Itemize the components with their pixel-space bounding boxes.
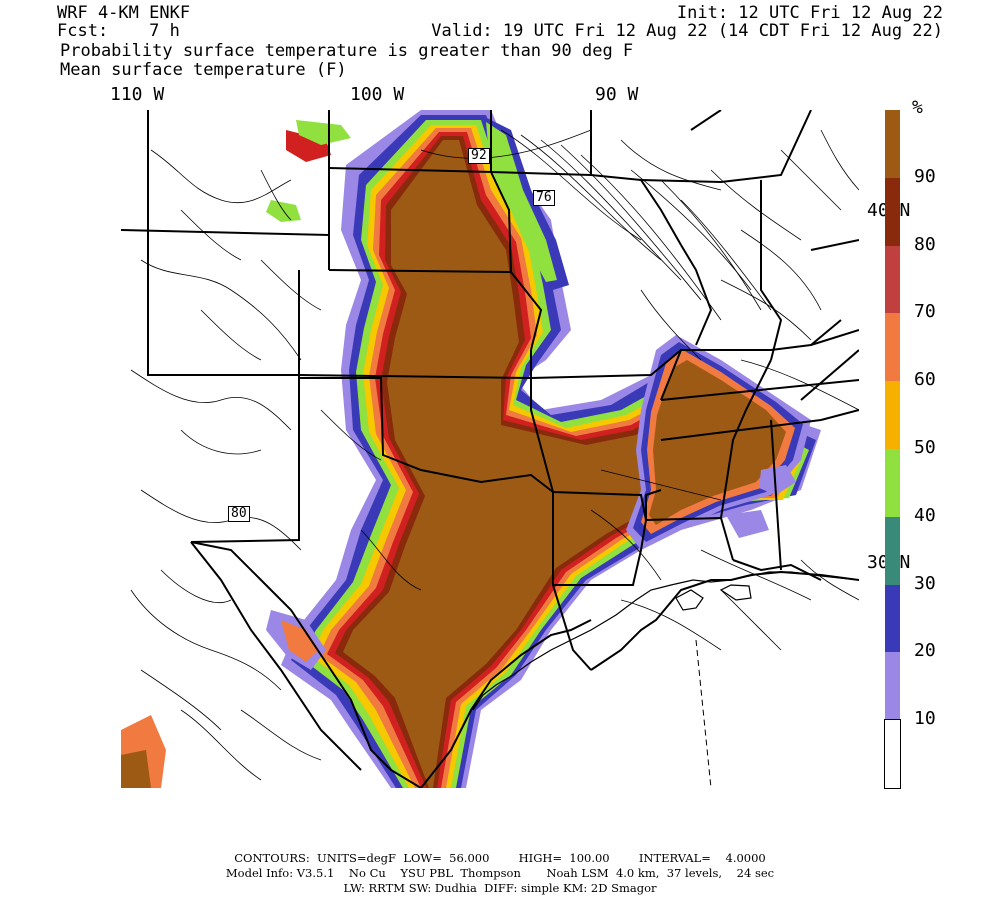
field-description: Probability surface temperature is great…: [60, 41, 634, 61]
lon-label-110w: 110 W: [110, 84, 165, 105]
colorbar-segment: [885, 313, 900, 382]
colorbar-segment: [884, 719, 901, 790]
contour-label-80: 80: [228, 506, 250, 522]
init-time: Init: 12 UTC Fri 12 Aug 22: [676, 3, 943, 23]
probability-field: [121, 110, 821, 788]
footer-contours: CONTOURS: UNITS=degF LOW= 56.000 HIGH= 1…: [234, 851, 766, 865]
contour-label-76: 76: [533, 190, 555, 206]
colorbar-segment: [885, 245, 900, 314]
colorbar-label: 80: [914, 233, 936, 255]
colorbar-label: 40: [914, 504, 936, 526]
lon-label-90w: 90 W: [595, 84, 639, 105]
colorbar-label: 20: [914, 640, 936, 662]
colorbar: [884, 110, 901, 790]
valid-time: Valid: 19 UTC Fri 12 Aug 22 (14 CDT Fri …: [431, 21, 943, 41]
colorbar-segment: [885, 584, 900, 653]
colorbar-segment: [885, 177, 900, 247]
colorbar-label: 70: [914, 301, 936, 323]
colorbar-unit: %: [912, 97, 923, 118]
footer-model-info: Model Info: V3.5.1 No Cu YSU PBL Thompso…: [225, 866, 775, 880]
colorbar-segment: [885, 449, 900, 518]
colorbar-label: 50: [914, 437, 936, 458]
footer-physics: LW: RRTM SW: Dudhia DIFF: simple KM: 2D …: [343, 881, 657, 895]
colorbar-segment: [885, 652, 900, 721]
model-title: WRF 4-KM ENKF: [57, 3, 191, 23]
map-panel: [121, 110, 859, 788]
colorbar-label: 60: [914, 369, 936, 391]
colorbar-segment: [885, 516, 900, 586]
state-boundaries: [121, 110, 859, 788]
colorbar-segment: [885, 110, 900, 179]
colorbar-label: 90: [914, 165, 936, 187]
contour-lines: [130, 129, 859, 781]
contour-label-92: 92: [468, 148, 490, 164]
colorbar-label: 30: [914, 572, 936, 594]
contour-description: Mean surface temperature (F): [60, 60, 347, 80]
lon-label-100w: 100 W: [350, 84, 405, 105]
forecast-hour: Fcst: 7 h: [57, 21, 180, 41]
colorbar-label: 10: [914, 708, 936, 730]
coastline: [472, 571, 859, 711]
colorbar-segment: [885, 381, 900, 450]
